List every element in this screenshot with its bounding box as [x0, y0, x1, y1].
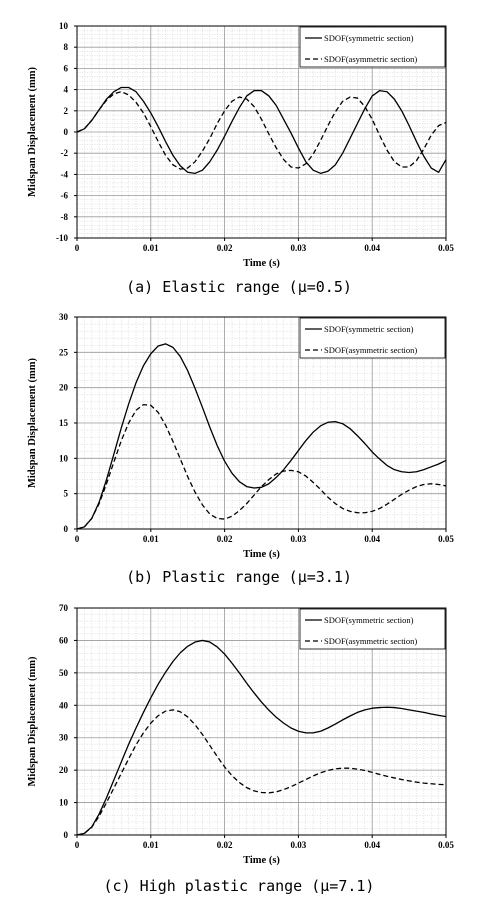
series-line-symmetric	[76, 639, 447, 836]
y-axis-label: Midspan Displacement (mm)	[27, 656, 38, 787]
y-tick-label: 20	[59, 765, 69, 775]
figure-caption: (a) Elastic range (μ=0.5)	[126, 278, 352, 296]
y-tick-label: -6	[61, 191, 69, 201]
x-tick-label: 0.02	[217, 840, 233, 850]
y-tick-label: 60	[59, 635, 69, 645]
x-tick-label: 0.04	[364, 243, 380, 253]
legend-entry: SDOF(symmetric section)	[324, 615, 414, 625]
x-tick-label: 0.04	[364, 840, 380, 850]
y-tick-label: 8	[64, 42, 69, 52]
legend-entry: SDOF(asymmetric section)	[324, 54, 417, 64]
x-tick-label: 0.03	[291, 840, 307, 850]
chart-plastic-range: 0 0.01 0.02 0.03 0.04 0.05 0 5 10 15 20 25 30 SDOF(sy…	[27, 312, 454, 586]
y-tick-label: 10	[59, 21, 69, 31]
y-tick-label: -4	[61, 169, 69, 179]
x-tick-label: 0.01	[143, 534, 159, 544]
y-tick-label: 2	[64, 106, 69, 116]
x-axis-label: Time (s)	[243, 549, 280, 560]
y-tick-label: -8	[61, 212, 69, 222]
y-axis-label: Midspan Displacement (mm)	[27, 66, 38, 197]
legend-box	[299, 26, 446, 68]
y-tick-label: 10	[59, 453, 69, 463]
x-tick-label: 0	[75, 534, 80, 544]
series-line-asymmetric	[76, 709, 447, 836]
y-tick-label: 20	[59, 383, 69, 393]
y-tick-label: 40	[59, 700, 69, 710]
y-tick-label: -2	[61, 148, 69, 158]
series-line-symmetric	[76, 86, 447, 174]
figure-caption: (b) Plastic range (μ=3.1)	[126, 568, 352, 586]
plot-frame	[76, 316, 447, 530]
x-tick-label: 0.01	[143, 840, 159, 850]
chart-panel-b: 0 0.01 0.02 0.03 0.04 0.05 0 5 10 15 20 25 30 SDOF(sy…	[0, 305, 479, 593]
plot-frame	[76, 607, 447, 836]
legend-entry: SDOF(asymmetric section)	[324, 636, 417, 646]
y-tick-label: 0	[64, 127, 69, 137]
legend-entry: SDOF(symmetric section)	[324, 33, 414, 43]
x-tick-label: 0.05	[438, 243, 454, 253]
x-tick-label: 0.01	[143, 243, 159, 253]
legend-entry: SDOF(symmetric section)	[324, 324, 414, 334]
y-tick-label: 30	[59, 312, 69, 322]
x-tick-label: 0.03	[291, 243, 307, 253]
legend-entry: SDOF(asymmetric section)	[324, 345, 417, 355]
chart-panel-c: 0 0.01 0.02 0.03 0.04 0.05 0 10 20 30 40 50 60 70 SDOF…	[0, 597, 479, 907]
x-tick-label: 0.05	[438, 534, 454, 544]
y-tick-label: 6	[64, 63, 69, 73]
y-tick-label: 50	[59, 668, 69, 678]
x-tick-label: 0	[75, 243, 80, 253]
legend-box	[299, 317, 446, 359]
chart-panel-a: 0 0.01 0.02 0.03 0.04 0.05 -10 -8 -6 -4 -2 0 2 4 6 8 10 S…	[0, 0, 479, 300]
y-axis-label: Midspan Displacement (mm)	[27, 357, 38, 488]
x-axis-label: Time (s)	[243, 855, 280, 866]
x-tick-label: 0.05	[438, 840, 454, 850]
x-tick-label: 0.04	[364, 534, 380, 544]
y-tick-label: 30	[59, 733, 69, 743]
y-tick-label: 15	[59, 418, 69, 428]
y-tick-label: 10	[59, 798, 69, 808]
x-tick-label: 0.03	[291, 534, 307, 544]
y-tick-label: 4	[64, 85, 69, 95]
x-tick-label: 0.02	[217, 243, 233, 253]
chart-high-plastic-range: 0 0.01 0.02 0.03 0.04 0.05 0 10 20 30 40 50 60 70 SDOF…	[27, 603, 454, 895]
series-line-asymmetric	[76, 91, 447, 170]
y-tick-label: 0	[64, 830, 69, 840]
y-tick-label: -10	[56, 233, 68, 243]
y-tick-label: 5	[64, 489, 69, 499]
chart-elastic-range: 0 0.01 0.02 0.03 0.04 0.05 -10 -8 -6 -4 -2 0 2 4 6 8 10 S…	[27, 21, 454, 296]
y-tick-label: 25	[59, 347, 69, 357]
legend-box	[299, 608, 446, 650]
figure-caption: (c) High plastic range (μ=7.1)	[104, 877, 375, 895]
x-tick-label: 0.02	[217, 534, 233, 544]
y-tick-label: 0	[64, 524, 69, 534]
x-tick-label: 0	[75, 840, 80, 850]
series-line-asymmetric	[76, 403, 447, 530]
y-tick-label: 70	[59, 603, 69, 613]
series-line-symmetric	[76, 343, 447, 530]
x-axis-label: Time (s)	[243, 258, 280, 269]
